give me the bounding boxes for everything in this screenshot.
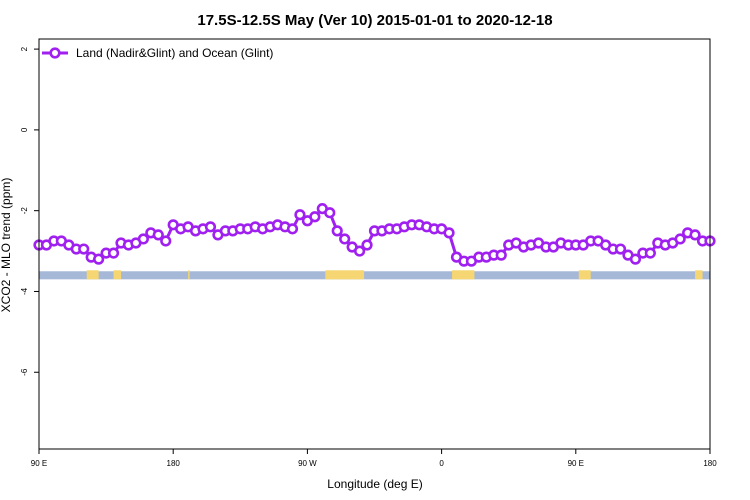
data-point: [294, 209, 306, 221]
y-tick-label: 2: [20, 46, 29, 51]
y-tick-label: -2: [20, 207, 29, 215]
data-point: [644, 247, 656, 259]
y-tick-label: 0: [20, 127, 29, 132]
data-point: [339, 233, 351, 245]
data-point: [495, 249, 507, 261]
ocean-strip: [39, 271, 710, 280]
x-tick-label: 180: [703, 459, 717, 468]
plot-frame: [38, 38, 711, 450]
legend-marker-swatch: [49, 47, 61, 59]
data-point: [107, 247, 120, 259]
data-point: [78, 243, 90, 255]
land-strip-segment: [86, 270, 99, 280]
data-point: [629, 253, 642, 265]
legend-entry-label: Land (Nadir&Glint) and Ocean (Glint): [76, 46, 273, 60]
legend: Land (Nadir&Glint) and Ocean (Glint): [42, 46, 273, 60]
data-point: [152, 229, 164, 241]
data-point: [93, 253, 105, 265]
land-strip-segment: [578, 270, 591, 280]
land-strip-segment: [452, 270, 475, 280]
y-axis-label: XCO2 - MLO trend (ppm): [0, 178, 13, 313]
data-point: [324, 207, 336, 219]
series-layer: [33, 203, 716, 267]
x-tick-label: 90 W: [298, 459, 317, 468]
data-point: [160, 235, 172, 247]
land-strip-segment: [113, 270, 122, 280]
data-point: [309, 211, 321, 223]
x-axis: 90 E 180 90 W 0 90 E 180: [31, 449, 717, 468]
x-tick-label: 0: [439, 459, 444, 468]
land-strip-segment: [695, 270, 703, 280]
x-tick-label: 90 E: [31, 459, 47, 468]
data-point: [443, 227, 455, 239]
land-strip-segment: [188, 270, 190, 280]
x-axis-label: Longitude (deg E): [327, 477, 422, 491]
data-point: [286, 223, 299, 235]
data-point: [361, 239, 373, 251]
data-point: [331, 225, 343, 237]
surface-type-strip: [39, 270, 710, 280]
data-point: [353, 245, 366, 257]
chart-title: 17.5S-12.5S May (Ver 10) 2015-01-01 to 2…: [197, 12, 552, 29]
data-point: [137, 233, 149, 245]
x-tick-label: 90 E: [568, 459, 584, 468]
land-strip-segment: [325, 270, 365, 280]
y-axis: 2 0 -2 -4 -6: [20, 46, 39, 376]
x-tick-label: 180: [167, 459, 181, 468]
data-point: [614, 243, 627, 255]
plot-area: [33, 38, 716, 450]
data-point: [689, 229, 701, 241]
y-tick-label: -6: [20, 368, 29, 376]
data-point: [674, 233, 686, 245]
y-tick-label: -4: [20, 287, 29, 295]
data-point: [204, 221, 217, 233]
